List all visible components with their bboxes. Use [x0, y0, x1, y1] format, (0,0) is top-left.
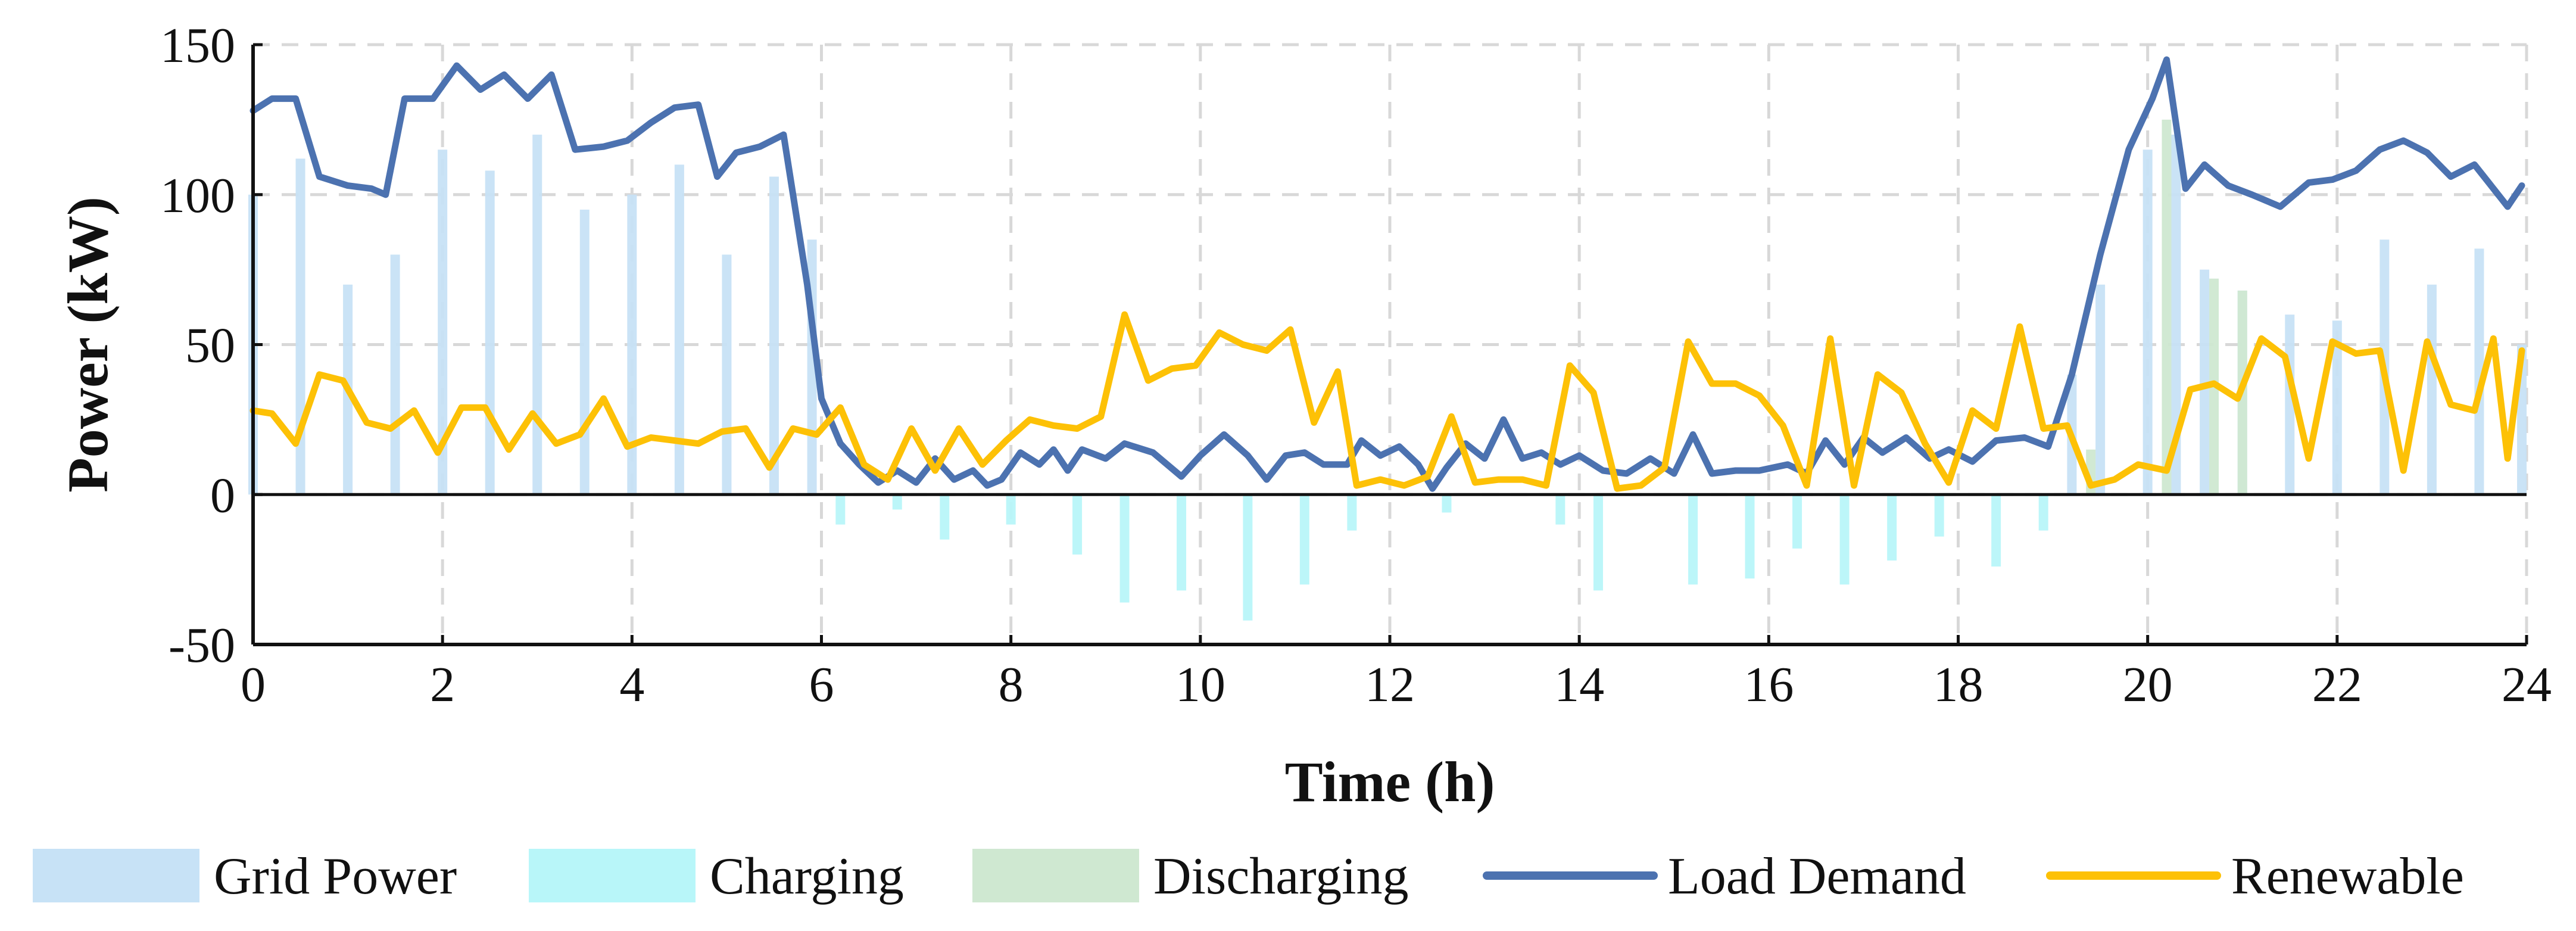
grid-power-bar	[295, 158, 305, 495]
charging-bar	[1072, 494, 1083, 555]
legend-item-discharging: Discharging	[972, 848, 1409, 905]
y-tick-label: 50	[185, 318, 235, 373]
x-tick-label: 0	[241, 657, 266, 712]
x-tick-label: 18	[1933, 657, 1984, 712]
charging-bar	[892, 494, 902, 510]
charging-bar	[1688, 494, 1698, 585]
charging-bar	[2038, 494, 2048, 531]
y-tick-label: 100	[160, 168, 235, 223]
grid-power-bar	[532, 135, 542, 495]
discharging-bar	[2162, 119, 2172, 495]
legend-label: Renewable	[2231, 848, 2464, 905]
legend: Grid Power Charging Discharging Load Demand…	[33, 848, 2464, 905]
legend-item-renewable: Renewable	[2046, 848, 2464, 905]
legend-label: Discharging	[1153, 848, 1409, 905]
grid-power-bar	[769, 176, 779, 495]
charging-bar	[940, 494, 950, 540]
legend-patch	[529, 849, 696, 902]
x-tick-label: 22	[2312, 657, 2362, 712]
x-tick-label: 2	[430, 657, 455, 712]
grid-power-bar	[2142, 150, 2153, 495]
charging-bar	[1347, 494, 1357, 531]
legend-label: Charging	[710, 848, 904, 905]
grid-power-bar	[390, 254, 400, 495]
x-axis-label: Time (h)	[1285, 750, 1495, 814]
y-axis-label: Power (kW)	[56, 197, 120, 493]
grid	[251, 43, 2528, 646]
grid-power-bar	[438, 150, 448, 495]
legend-item-charging: Charging	[529, 848, 904, 905]
charging-bar	[1177, 494, 1187, 591]
grid-power-bar	[674, 164, 684, 495]
grid-power-bar	[2332, 320, 2342, 495]
x-tick-label: 6	[809, 657, 834, 712]
charging-bar	[1593, 494, 1603, 591]
grid-power-bar	[2095, 284, 2106, 495]
y-tick-label: 150	[160, 18, 235, 73]
bar-layer	[248, 119, 2527, 621]
charging-bar	[1555, 494, 1565, 525]
legend-item-grid-power: Grid Power	[33, 848, 457, 905]
legend-item-load-demand: Load Demand	[1483, 848, 1966, 905]
x-tick-label: 16	[1744, 657, 1794, 712]
x-tick-label: 10	[1175, 657, 1225, 712]
legend-label: Load Demand	[1668, 848, 1966, 905]
x-tick-label: 20	[2123, 657, 2173, 712]
charging-bar	[1243, 494, 1253, 621]
charging-bar	[1442, 494, 1452, 513]
renewable-line	[250, 311, 2525, 492]
line-layer	[250, 56, 2525, 492]
y-tick-label: -50	[169, 618, 235, 673]
load-demand-line	[250, 56, 2525, 492]
x-tick-label: 4	[619, 657, 644, 712]
y-tick-label: 0	[210, 468, 235, 523]
charging-bar	[835, 494, 846, 525]
grid-power-bar	[627, 194, 637, 495]
x-tick-label: 8	[999, 657, 1024, 712]
x-tick-label: 24	[2502, 657, 2552, 712]
charging-bar	[1745, 494, 1755, 579]
grid-power-bar	[485, 170, 495, 495]
grid-power-bar	[722, 254, 732, 495]
x-tick-label: 14	[1554, 657, 1604, 712]
charging-bar	[1119, 494, 1130, 603]
charging-bar	[1006, 494, 1016, 525]
charging-bar	[1887, 494, 1897, 561]
grid-power-bar	[2427, 284, 2437, 495]
legend-label: Grid Power	[214, 848, 457, 905]
grid-power-bar	[2200, 269, 2210, 495]
grid-power-bar	[2474, 248, 2484, 495]
grid-power-bar	[579, 209, 590, 495]
charging-bar	[1792, 494, 1802, 549]
charging-bar	[1934, 494, 1944, 537]
label-layer: Time (h) Power (kW)	[56, 197, 1495, 814]
charging-bar	[1839, 494, 1850, 585]
charging-bar	[1299, 494, 1309, 585]
legend-patch	[972, 849, 1139, 902]
legend-patch	[33, 849, 199, 902]
grid-power-bar	[2171, 135, 2181, 495]
x-tick-label: 12	[1365, 657, 1415, 712]
charging-bar	[1991, 494, 2001, 567]
